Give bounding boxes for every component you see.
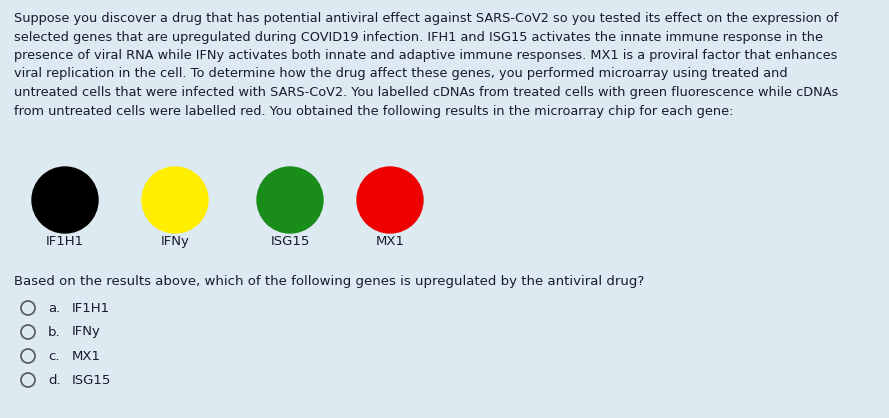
Ellipse shape: [257, 167, 323, 233]
Ellipse shape: [142, 167, 208, 233]
Text: a.: a.: [48, 301, 60, 314]
Text: IF1H1: IF1H1: [46, 235, 84, 248]
Text: IFNy: IFNy: [161, 235, 189, 248]
Text: MX1: MX1: [375, 235, 404, 248]
Text: b.: b.: [48, 326, 60, 339]
Text: Based on the results above, which of the following genes is upregulated by the a: Based on the results above, which of the…: [14, 275, 645, 288]
Text: ISG15: ISG15: [270, 235, 309, 248]
Text: d.: d.: [48, 374, 60, 387]
Text: Suppose you discover a drug that has potential antiviral effect against SARS-CoV: Suppose you discover a drug that has pot…: [14, 12, 838, 117]
Text: MX1: MX1: [72, 349, 101, 362]
Text: IFNy: IFNy: [72, 326, 100, 339]
Ellipse shape: [32, 167, 98, 233]
Text: ISG15: ISG15: [72, 374, 111, 387]
Ellipse shape: [357, 167, 423, 233]
Text: IF1H1: IF1H1: [72, 301, 110, 314]
Text: c.: c.: [48, 349, 60, 362]
